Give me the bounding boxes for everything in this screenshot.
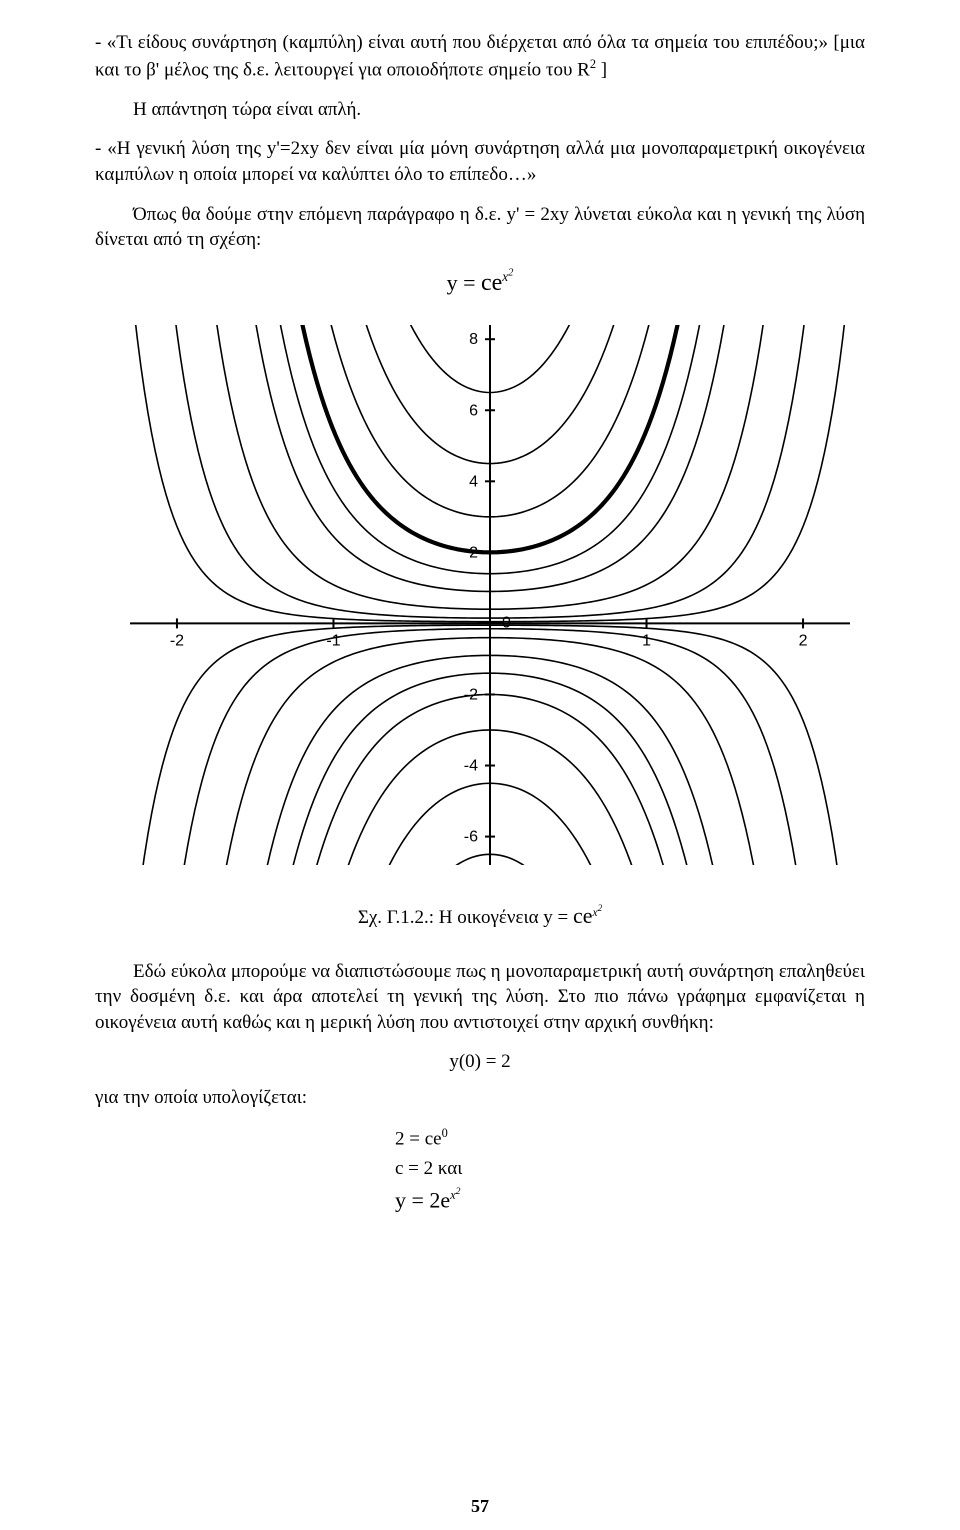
formula-ce: ce bbox=[481, 270, 502, 296]
caption-exp: x2 bbox=[593, 907, 603, 919]
paragraph-general-solution: - «Η γενική λύση της y'=2xy δεν είναι μί… bbox=[95, 136, 865, 187]
eq3-exp: x2 bbox=[450, 1188, 460, 1202]
initial-condition: y(0) = 2 bbox=[95, 1049, 865, 1075]
caption-text: Σχ. Γ.1.2.: Η οικογένεια y = bbox=[358, 907, 573, 928]
paragraph-easy-solve: Όπως θα δούμε στην επόμενη παράγραφο η δ… bbox=[95, 202, 865, 253]
svg-text:8: 8 bbox=[469, 331, 478, 348]
chart-container: -2 -1 1 2 0 2 4 6 8 -2 -4 -6 bbox=[95, 315, 865, 883]
equation-3: y = 2ex2 bbox=[395, 1185, 865, 1215]
page-number: 57 bbox=[0, 1494, 960, 1518]
formula-lhs: y = bbox=[447, 270, 481, 295]
family-curves-chart: -2 -1 1 2 0 2 4 6 8 -2 -4 -6 bbox=[95, 315, 865, 875]
svg-text:6: 6 bbox=[469, 402, 478, 419]
svg-text:4: 4 bbox=[469, 474, 478, 491]
svg-text:-1: -1 bbox=[326, 633, 340, 650]
svg-text:1: 1 bbox=[642, 633, 651, 650]
text: - «Τι είδους συνάρτηση (καμπύλη) είναι α… bbox=[95, 32, 865, 80]
page: - «Τι είδους συνάρτηση (καμπύλη) είναι α… bbox=[0, 0, 960, 1530]
equation-2: c = 2 και bbox=[395, 1156, 865, 1182]
svg-text:2: 2 bbox=[469, 545, 478, 562]
answer-line: Η απάντηση τώρα είναι απλή. bbox=[95, 97, 865, 123]
caption-ce: ce bbox=[573, 903, 593, 928]
svg-text:-2: -2 bbox=[170, 633, 184, 650]
svg-text:-6: -6 bbox=[464, 829, 478, 846]
svg-text:0: 0 bbox=[502, 615, 511, 632]
eq3-ce: 2e bbox=[429, 1188, 450, 1213]
formula-exp: x2 bbox=[502, 269, 513, 284]
calc-label: για την οποία υπολογίζεται: bbox=[95, 1085, 865, 1111]
paragraph-verification: Εδώ εύκολα μπορούμε να διαπιστώσουμε πως… bbox=[95, 959, 865, 1036]
formula-general-solution: y = cex2 bbox=[95, 267, 865, 299]
text: ] bbox=[596, 59, 607, 80]
eq3-lhs: y = bbox=[395, 1188, 429, 1213]
figure-caption: Σχ. Γ.1.2.: Η οικογένεια y = cex2 bbox=[95, 901, 865, 931]
paragraph-question: - «Τι είδους συνάρτηση (καμπύλη) είναι α… bbox=[95, 30, 865, 83]
svg-text:2: 2 bbox=[799, 633, 808, 650]
svg-text:-2: -2 bbox=[464, 687, 478, 704]
svg-text:-4: -4 bbox=[464, 758, 478, 775]
eq1-sup: 0 bbox=[442, 1126, 448, 1140]
eq1-text: 2 = ce bbox=[395, 1128, 442, 1149]
equation-1: 2 = ce0 bbox=[395, 1125, 865, 1152]
